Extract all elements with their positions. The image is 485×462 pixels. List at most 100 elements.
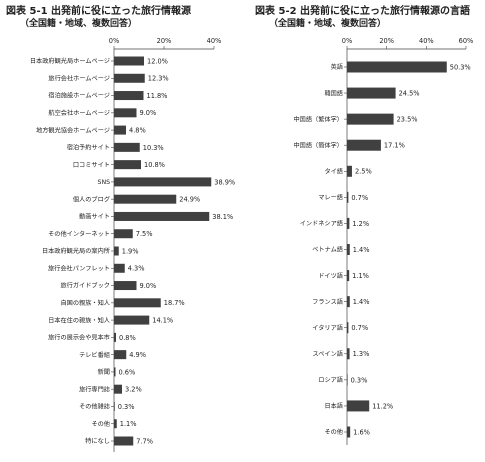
- chart2-category-label: 英語: [331, 63, 343, 71]
- chart1-bar: [114, 419, 117, 429]
- chart2-bar: [347, 348, 350, 360]
- chart1-category-label: 旅行の展示会や見本市: [48, 334, 110, 342]
- chart1-tick-label: 0%: [109, 37, 119, 45]
- chart1-category-label: 口コミサイト: [73, 162, 110, 169]
- chart1-value-label: 24.9%: [179, 196, 200, 204]
- chart1-category-label: 旅行専門誌: [79, 385, 110, 393]
- chart2-value-label: 17.1%: [384, 142, 405, 150]
- chart1-category-label: 宿泊施設ホームページ: [48, 92, 110, 100]
- chart1-category-label: 新聞: [98, 368, 110, 376]
- chart1-bar: [114, 281, 137, 291]
- chart2-bar: [347, 87, 396, 99]
- chart1-bar: [114, 125, 126, 135]
- chart1-bar: [114, 332, 116, 342]
- chart1-value-label: 7.5%: [136, 230, 153, 238]
- chart1-value-label: 38.9%: [214, 178, 235, 186]
- chart1-value-label: 10.3%: [143, 144, 164, 152]
- chart2-bar: [347, 61, 447, 73]
- chart2-bar: [347, 322, 349, 334]
- chart1-category-label: 自国の親族・知人: [61, 299, 111, 307]
- chart2-category-label: フランス語: [312, 298, 343, 306]
- chart2-bar: [347, 139, 381, 151]
- chart1-category-label: その他: [91, 420, 110, 428]
- chart2-value-label: 1.4%: [353, 298, 370, 306]
- chart1-bar: [114, 91, 144, 101]
- chart1-category-label: 日本政府観光局の案内所: [42, 247, 110, 255]
- chart2-value-label: 23.5%: [397, 116, 418, 124]
- chart2-value-label: 0.7%: [351, 194, 368, 202]
- chart1-bar: [114, 229, 133, 239]
- chart1-value-label: 0.6%: [119, 368, 136, 376]
- chart1-category-label: その他インターネット: [48, 230, 110, 238]
- chart1-bar: [114, 211, 210, 221]
- chart1-value-label: 9.0%: [140, 282, 157, 290]
- chart2-bar: [347, 191, 349, 203]
- chart1-bar: [114, 194, 177, 204]
- chart2-value-label: 1.4%: [353, 246, 370, 254]
- chart1-bar: [114, 56, 144, 66]
- chart2-value-label: 0.7%: [351, 324, 368, 332]
- chart1-category-label: 旅行会社ホームページ: [48, 74, 110, 82]
- chart2-category-label: マレー語: [318, 194, 343, 202]
- chart1-category-label: 宿泊予約サイト: [67, 144, 110, 152]
- chart2-category-label: 中国語（繁体字）: [294, 115, 344, 123]
- chart1-value-label: 4.8%: [129, 126, 146, 134]
- chart2-category-label: 中国語（簡体字）: [294, 141, 344, 149]
- chart1-bar: [114, 350, 127, 360]
- chart1-category-label: 日本在住の親族・知人: [48, 316, 110, 324]
- chart1-bar: [114, 401, 115, 411]
- chart2-category-label: ロシア語: [318, 376, 343, 384]
- chart2-bar: [347, 374, 348, 386]
- chart1-category-label: SNS: [98, 179, 111, 186]
- chart2-category-label: タイ語: [324, 167, 343, 175]
- chart1-bar: [114, 160, 141, 170]
- chart2-bar: [347, 400, 370, 412]
- chart1-bar: [114, 436, 134, 446]
- chart2-bar: [347, 426, 351, 438]
- chart1-category-label: 特になし: [85, 437, 110, 445]
- chart1-value-label: 0.3%: [118, 403, 135, 411]
- chart1-title: 図表 5-1 出発前に役に立った旅行情報源: [6, 6, 192, 17]
- chart1-bar: [114, 246, 119, 256]
- chart2-category-label: イタリア語: [312, 324, 343, 332]
- chart2-value-label: 11.2%: [372, 402, 393, 410]
- chart1-category-label: その他雑誌: [79, 403, 110, 411]
- chart2-subtitle: （全国籍・地域、複数回答）: [269, 19, 387, 29]
- chart2-bar: [347, 270, 350, 282]
- chart1-category-label: 日本政府観光局ホームページ: [30, 57, 110, 65]
- chart1-value-label: 4.3%: [128, 265, 145, 273]
- chart2-bar: [347, 165, 352, 177]
- chart2-category-label: その他: [324, 428, 343, 436]
- chart1-bar: [114, 142, 140, 152]
- chart2-tick-label: 60%: [459, 37, 474, 45]
- chart1-value-label: 1.9%: [122, 247, 139, 255]
- chart2-category-label: ベトナム語: [312, 246, 343, 254]
- chart2-tick-label: 20%: [379, 37, 394, 45]
- chart1-tick-label: 20%: [157, 37, 172, 45]
- chart2-bar: [347, 113, 394, 125]
- chart1-value-label: 7.7%: [136, 437, 153, 445]
- chart1-category-label: 航空会社ホームページ: [48, 109, 110, 117]
- chart1-value-label: 10.8%: [144, 161, 165, 169]
- chart2-value-label: 1.1%: [352, 272, 369, 280]
- chart1-bar: [114, 367, 116, 377]
- chart1-value-label: 1.1%: [120, 420, 137, 428]
- chart2-value-label: 50.3%: [450, 63, 471, 71]
- chart1-value-label: 4.9%: [129, 351, 146, 359]
- chart2-value-label: 0.3%: [351, 376, 368, 384]
- chart1-bar: [114, 108, 137, 118]
- chart1-value-label: 9.0%: [140, 109, 157, 117]
- chart2-category-label: 韓国語: [324, 89, 343, 97]
- chart2-category-label: 日本語: [324, 402, 343, 410]
- chart1-value-label: 11.8%: [147, 92, 168, 100]
- chart1-bar: [114, 384, 122, 394]
- chart1-value-label: 0.8%: [119, 334, 136, 342]
- chart2-bar: [347, 217, 350, 229]
- chart1-value-label: 12.3%: [148, 75, 169, 83]
- chart1-value-label: 18.7%: [164, 299, 185, 307]
- chart1-subtitle: （全国籍・地域、複数回答）: [20, 19, 138, 29]
- chart1-value-label: 14.1%: [152, 316, 173, 324]
- chart1-category-label: 個人のブログ: [73, 195, 110, 203]
